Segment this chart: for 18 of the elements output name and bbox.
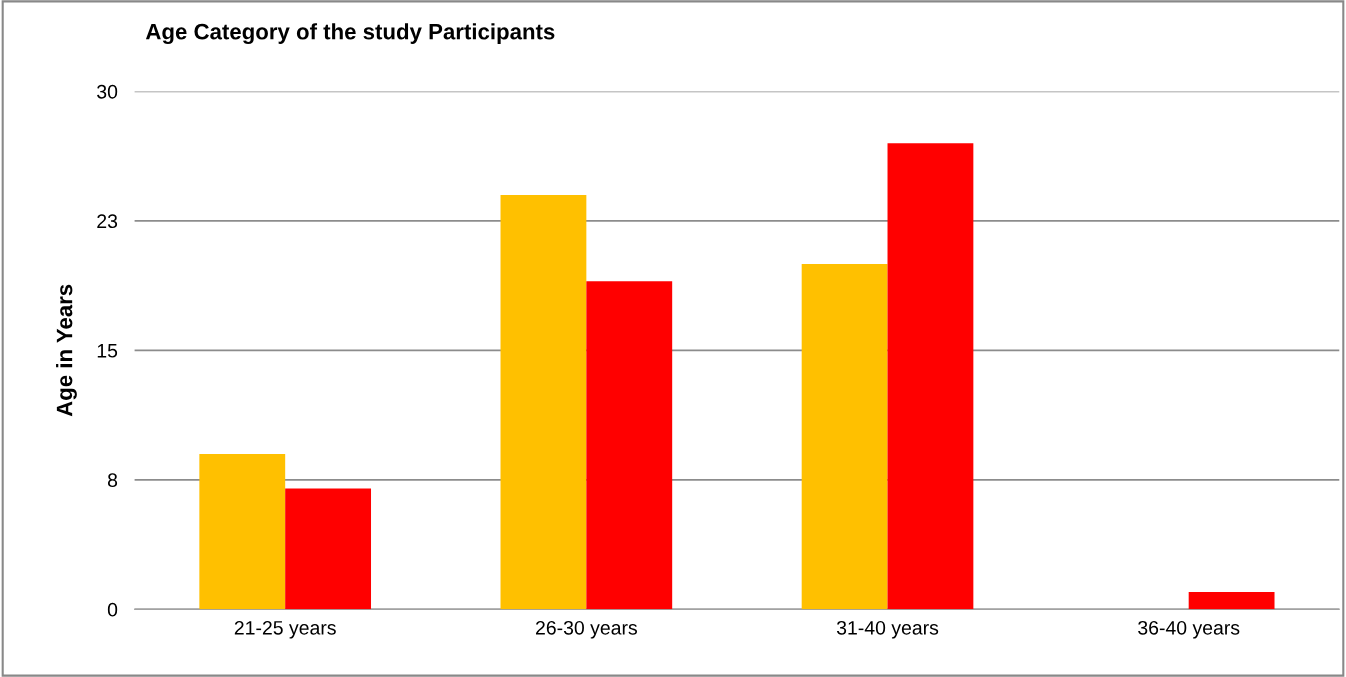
x-tick-label: 21-25 years [234, 620, 336, 639]
chart-title: Age Category of the study Participants [145, 23, 555, 44]
bar [1188, 592, 1275, 610]
y-tick-label: 0 [107, 602, 118, 617]
y-axis-title: Age in Years [56, 284, 77, 417]
bar [586, 281, 673, 610]
bar [285, 488, 372, 610]
y-tick-label: 30 [97, 84, 118, 99]
y-tick-label: 15 [97, 344, 118, 358]
y-tick-label: 8 [107, 473, 118, 488]
bar [801, 264, 888, 610]
bar [500, 194, 587, 610]
x-tick-label: 26-30 years [535, 620, 637, 639]
bar [199, 453, 286, 610]
bar [887, 143, 974, 610]
x-tick-label: 31-40 years [836, 620, 939, 639]
y-tick-label: 23 [97, 214, 118, 229]
x-tick-label: 36-40 years [1138, 620, 1240, 639]
